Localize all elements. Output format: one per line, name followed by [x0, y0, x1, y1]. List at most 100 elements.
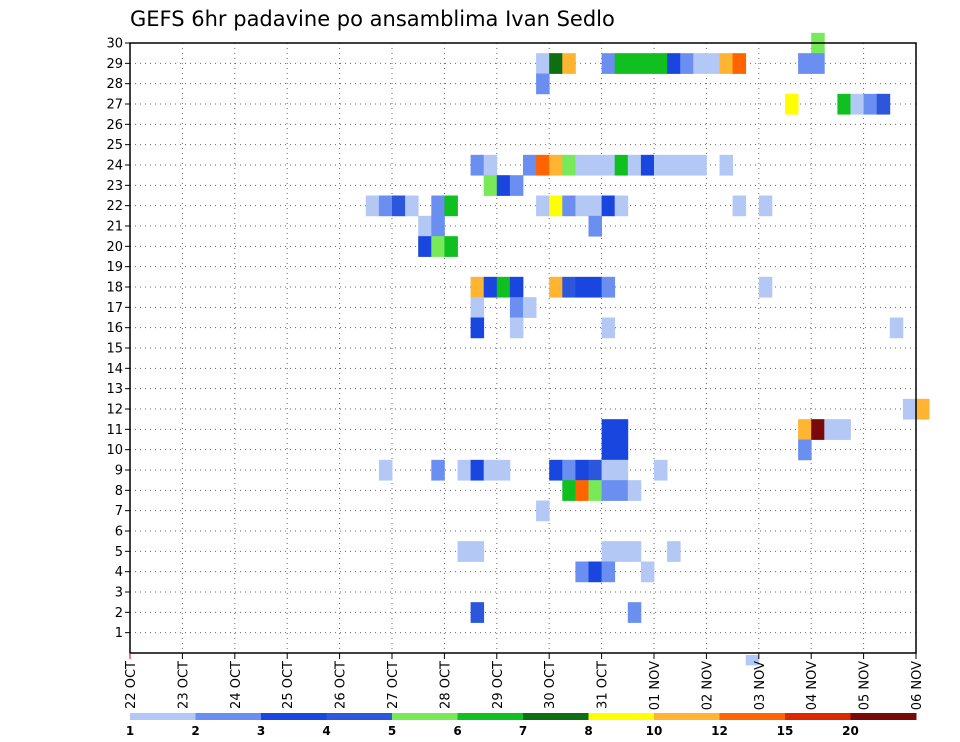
- heatmap-cell: [627, 602, 642, 623]
- heatmap-cell: [536, 500, 550, 522]
- x-tick-label: 03 NOV: [753, 661, 768, 710]
- y-tick-label: 26: [106, 118, 123, 133]
- heatmap-cell: [798, 439, 812, 461]
- heatmap-cell: [627, 480, 642, 501]
- x-tick-label: 04 NOV: [805, 661, 820, 710]
- legend-swatch: [261, 713, 327, 720]
- heatmap-cell: [575, 154, 589, 176]
- heatmap-cell: [405, 195, 419, 217]
- heatmap-cell: [627, 154, 642, 176]
- legend-swatch: [130, 713, 196, 720]
- heatmap-cell: [575, 195, 589, 217]
- x-tick-label: 23 OCT: [176, 661, 191, 709]
- heatmap-cell: [758, 195, 773, 217]
- heatmap-cell: [824, 419, 838, 440]
- heatmap-cell: [536, 154, 550, 176]
- heatmap-cell: [732, 53, 747, 74]
- legend-swatch: [523, 713, 589, 720]
- heatmap-cell: [523, 297, 537, 318]
- y-tick-label: 6: [115, 525, 123, 540]
- legend-label: 4: [322, 724, 330, 738]
- legend-label: 15: [777, 724, 794, 738]
- legend-label: 2: [191, 724, 199, 738]
- heatmap-cell: [444, 195, 458, 217]
- legend-label: 5: [388, 724, 396, 738]
- heatmap-cell: [588, 561, 602, 583]
- x-tick-label: 31 OCT: [596, 661, 611, 709]
- y-tick-label: 13: [106, 382, 123, 397]
- heatmap-cell: [378, 459, 393, 481]
- heatmap-cell: [470, 541, 485, 562]
- heatmap-cell: [562, 459, 576, 481]
- x-tick-label: 29 OCT: [491, 661, 506, 709]
- heatmap-cell: [654, 459, 668, 481]
- heatmap-cell: [562, 154, 576, 176]
- heatmap-cell: [667, 541, 681, 562]
- legend-label: 6: [453, 724, 461, 738]
- heatmap-cell: [614, 419, 629, 440]
- heatmap-cell: [431, 459, 445, 481]
- heatmap-cell: [470, 317, 485, 339]
- heatmap-cell: [601, 317, 616, 339]
- x-tick-label: 27 OCT: [386, 661, 401, 709]
- heatmap-cell: [667, 154, 681, 176]
- y-tick-label: 12: [106, 403, 123, 418]
- x-tick-label: 06 NOV: [910, 661, 925, 710]
- heatmap-cell: [876, 93, 891, 115]
- x-tick-label: 28 OCT: [438, 661, 453, 709]
- y-tick-label: 17: [106, 301, 123, 316]
- heatmap-cell: [640, 53, 655, 74]
- heatmap-cell: [916, 398, 930, 420]
- heatmap-cell: [614, 439, 629, 461]
- heatmap-cell: [483, 175, 498, 196]
- y-tick-label: 16: [106, 321, 123, 336]
- heatmap-cell: [588, 276, 602, 298]
- heatmap-cell: [588, 215, 602, 237]
- x-axis-ticks: 22 OCT 23 OCT 24 OCT 25 OCT 26 OCT 27 OCT 28 O…: [124, 653, 925, 710]
- legend-label: 20: [842, 724, 859, 738]
- heatmap-cell: [902, 398, 917, 420]
- heatmap-cell: [496, 459, 511, 481]
- heatmap-cell: [850, 93, 864, 115]
- heatmap-cell: [601, 195, 616, 217]
- legend-swatch: [326, 713, 393, 720]
- legend-label: 1: [126, 724, 134, 738]
- heatmap-cell: [365, 195, 380, 217]
- heatmap-cell: [483, 459, 498, 481]
- heatmap-cell: [601, 419, 616, 440]
- y-tick-label: 9: [115, 464, 123, 479]
- x-tick-label: 05 NOV: [858, 661, 873, 710]
- heatmap-cell: [562, 53, 576, 74]
- heatmap-cell: [549, 276, 563, 298]
- heatmap-cell: [811, 419, 825, 440]
- heatmap-cell: [601, 439, 616, 461]
- heatmap-cell: [588, 154, 602, 176]
- y-tick-label: 25: [106, 138, 123, 153]
- heatmap-cell: [470, 154, 485, 176]
- heatmap-cell: [483, 154, 498, 176]
- heatmap-cell: [575, 459, 589, 481]
- heatmap-cell: [719, 53, 733, 74]
- y-tick-label: 15: [106, 342, 123, 357]
- heatmap-cell: [667, 53, 681, 74]
- heatmap-cell: [378, 195, 393, 217]
- heatmap-cell: [470, 602, 485, 623]
- heatmap-cell: [627, 53, 642, 74]
- y-tick-label: 5: [115, 545, 123, 560]
- heatmap-cell: [706, 53, 720, 74]
- heatmap-cell: [523, 154, 537, 176]
- y-tick-label: 22: [106, 199, 123, 214]
- heatmap-cell: [536, 195, 550, 217]
- x-tick-label: 25 OCT: [281, 661, 296, 709]
- heatmap-cell: [536, 53, 550, 74]
- y-tick-label: 30: [106, 37, 123, 52]
- heatmap-cell: [457, 459, 471, 481]
- heatmap-cell: [418, 215, 432, 237]
- heatmap-cell: [549, 154, 563, 176]
- x-tick-label: 30 OCT: [543, 661, 558, 709]
- heatmap-cell: [562, 276, 576, 298]
- y-tick-label: 18: [106, 281, 123, 296]
- heatmap-cell: [601, 53, 616, 74]
- heatmap-cell: [431, 195, 445, 217]
- legend-swatch: [457, 713, 524, 720]
